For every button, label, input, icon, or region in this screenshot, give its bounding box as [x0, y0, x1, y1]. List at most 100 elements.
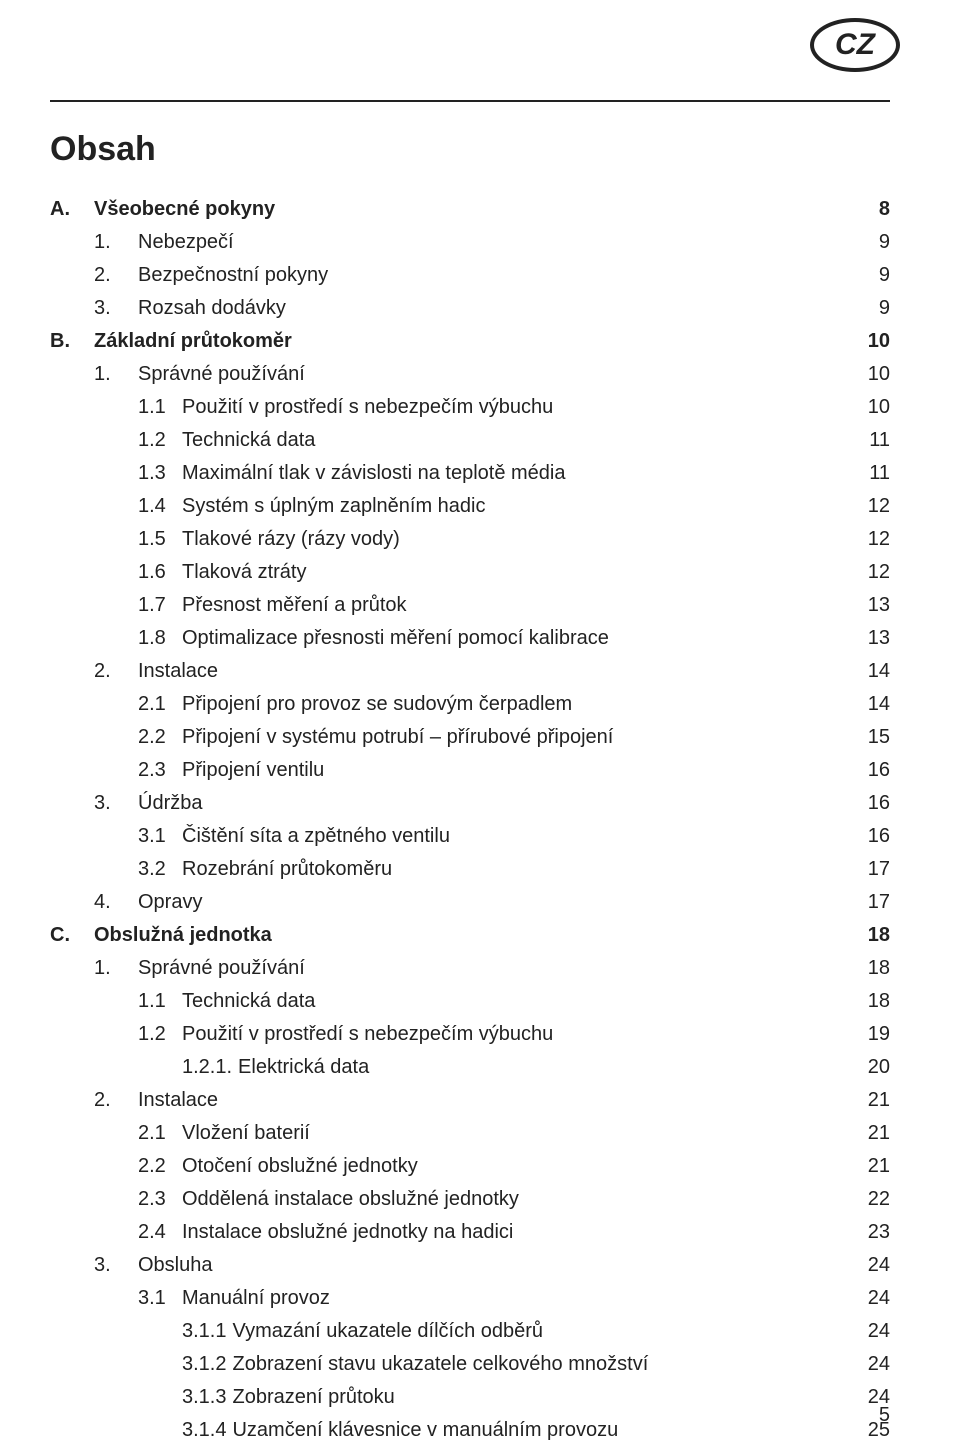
toc-row: 2.3Připojení ventilu 16	[50, 760, 890, 780]
toc-row: 2.1Připojení pro provoz se sudovým čerpa…	[50, 694, 890, 714]
toc-row: 3.1.4 Uzamčení klávesnice v manuálním pro…	[50, 1420, 890, 1440]
toc-label: 2.3Připojení ventilu	[50, 760, 840, 780]
toc-page: 23	[860, 1222, 890, 1242]
toc-page: 11	[860, 430, 890, 450]
toc-row: 3.1Čištění síta a zpětného ventilu 16	[50, 826, 890, 846]
toc-page: 24	[860, 1288, 890, 1308]
toc-page: 9	[860, 265, 890, 285]
toc-label: B.Základní průtokoměr	[50, 331, 840, 351]
toc-page: 21	[860, 1090, 890, 1110]
toc-page: 10	[860, 331, 890, 351]
toc-label: 2.Instalace	[50, 661, 840, 681]
toc-page: 16	[860, 793, 890, 813]
toc-label: 3.1.4 Uzamčení klávesnice v manuálním pro…	[50, 1420, 840, 1440]
toc-page: 10	[860, 364, 890, 384]
toc-label: 1.3Maximální tlak v závislosti na teplot…	[50, 463, 840, 483]
toc-number: 2.2	[138, 727, 182, 747]
toc-label: 3.1.1Vymazání ukazatele dílčích odběrů	[50, 1321, 840, 1341]
toc-row: 1.2Technická data 11	[50, 430, 890, 450]
toc-page: 10	[860, 397, 890, 417]
toc-text: Čištění síta a zpětného ventilu	[182, 825, 450, 847]
toc-label: 1.2.1.Elektrická data	[50, 1057, 840, 1077]
toc-label: 3.Obsluha	[50, 1255, 840, 1275]
toc-page: 15	[860, 727, 890, 747]
toc-page: 24	[860, 1321, 890, 1341]
toc-page: 21	[860, 1123, 890, 1143]
toc-number: 1.4	[138, 496, 182, 516]
toc-text: Manuální provoz	[182, 1287, 330, 1309]
toc-number: 1.1	[138, 397, 182, 417]
toc-label: 1.1Technická data	[50, 991, 840, 1011]
toc-text: Obslužná jednotka	[94, 924, 272, 946]
footer-page-number: 5	[879, 1404, 890, 1427]
toc-row: 1.Správné používání 18	[50, 958, 890, 978]
toc-row: 1.1Technická data 18	[50, 991, 890, 1011]
toc-text: Rozsah dodávky	[138, 297, 286, 319]
toc-text: Bezpečnostní pokyny	[138, 264, 328, 286]
toc-row: 1.5Tlakové rázy (rázy vody)12	[50, 529, 890, 549]
toc-text: Vložení baterií	[182, 1122, 310, 1144]
toc-label: 2.Bezpečnostní pokyny	[50, 265, 840, 285]
toc-label: 1.1Použití v prostředí s nebezpečím výbu…	[50, 397, 840, 417]
toc-number: C.	[50, 925, 94, 945]
toc-number: 3.1	[138, 826, 182, 846]
toc-text: Maximální tlak v závislosti na teplotě m…	[182, 462, 566, 484]
toc-page: 13	[860, 595, 890, 615]
table-of-contents: A.Všeobecné pokyny81.Nebezpečí92.Bezpečn…	[50, 199, 890, 1440]
toc-number: 1.5	[138, 529, 182, 549]
toc-number: 3.1.4	[182, 1419, 226, 1441]
toc-text: Uzamčení klávesnice v manuálním provozu	[232, 1419, 618, 1441]
toc-number: A.	[50, 199, 94, 219]
toc-label: 1.Nebezpečí	[50, 232, 840, 252]
toc-text: Technická data	[182, 990, 315, 1012]
toc-label: C.Obslužná jednotka	[50, 925, 840, 945]
toc-label: 2.1Připojení pro provoz se sudovým čerpa…	[50, 694, 840, 714]
toc-label: 1.5Tlakové rázy (rázy vody)	[50, 529, 840, 549]
toc-page: 16	[860, 760, 890, 780]
toc-text: Všeobecné pokyny	[94, 198, 275, 220]
toc-label: 3.Rozsah dodávky	[50, 298, 840, 318]
toc-text: Připojení ventilu	[182, 759, 324, 781]
language-badge: CZ	[810, 18, 900, 72]
toc-row: 2.4Instalace obslužné jednotky na hadici…	[50, 1222, 890, 1242]
toc-label: 2.3Oddělená instalace obslužné jednotky	[50, 1189, 840, 1209]
toc-page: 22	[860, 1189, 890, 1209]
toc-label: 1.7Přesnost měření a průtok	[50, 595, 840, 615]
toc-text: Připojení pro provoz se sudovým čerpadle…	[182, 693, 572, 715]
toc-text: Optimalizace přesnosti měření pomocí kal…	[182, 627, 609, 649]
toc-row: 3.2Rozebrání průtokoměru17	[50, 859, 890, 879]
toc-row: 1.6Tlaková ztráty12	[50, 562, 890, 582]
toc-label: 2.2Otočení obslužné jednotky	[50, 1156, 840, 1176]
toc-label: 2.1Vložení baterií	[50, 1123, 840, 1143]
toc-text: Správné používání	[138, 957, 305, 979]
toc-number: 2.4	[138, 1222, 182, 1242]
toc-label: 1.4Systém s úplným zaplněním hadic	[50, 496, 840, 516]
toc-label: 1.2Použití v prostředí s nebezpečím výbu…	[50, 1024, 840, 1044]
toc-page: 24	[860, 1354, 890, 1374]
toc-number: 2.1	[138, 694, 182, 714]
toc-number: 3.1.1	[182, 1320, 226, 1342]
toc-number: 1.6	[138, 562, 182, 582]
toc-row: 2.1Vložení baterií 21	[50, 1123, 890, 1143]
toc-page: 18	[860, 958, 890, 978]
toc-label: 3.2Rozebrání průtokoměru	[50, 859, 840, 879]
toc-row: 1.3Maximální tlak v závislosti na teplot…	[50, 463, 890, 483]
toc-text: Instalace	[138, 660, 218, 682]
toc-page: 21	[860, 1156, 890, 1176]
toc-text: Systém s úplným zaplněním hadic	[182, 495, 485, 517]
toc-row: 1.2.1.Elektrická data20	[50, 1057, 890, 1077]
toc-row: 4.Opravy17	[50, 892, 890, 912]
toc-number: 3.	[94, 298, 138, 318]
toc-text: Údržba	[138, 792, 202, 814]
toc-page: 24	[860, 1255, 890, 1275]
toc-label: 3.1.3Zobrazení průtoku	[50, 1387, 840, 1407]
toc-label: 1.2Technická data	[50, 430, 840, 450]
toc-label: 3.1Manuální provoz	[50, 1288, 840, 1308]
toc-label: 1.Správné používání	[50, 958, 840, 978]
toc-text: Nebezpečí	[138, 231, 234, 253]
toc-number: 4.	[94, 892, 138, 912]
toc-page: 18	[860, 991, 890, 1011]
toc-row: 1.Správné používání10	[50, 364, 890, 384]
toc-page: 16	[860, 826, 890, 846]
toc-number: B.	[50, 331, 94, 351]
